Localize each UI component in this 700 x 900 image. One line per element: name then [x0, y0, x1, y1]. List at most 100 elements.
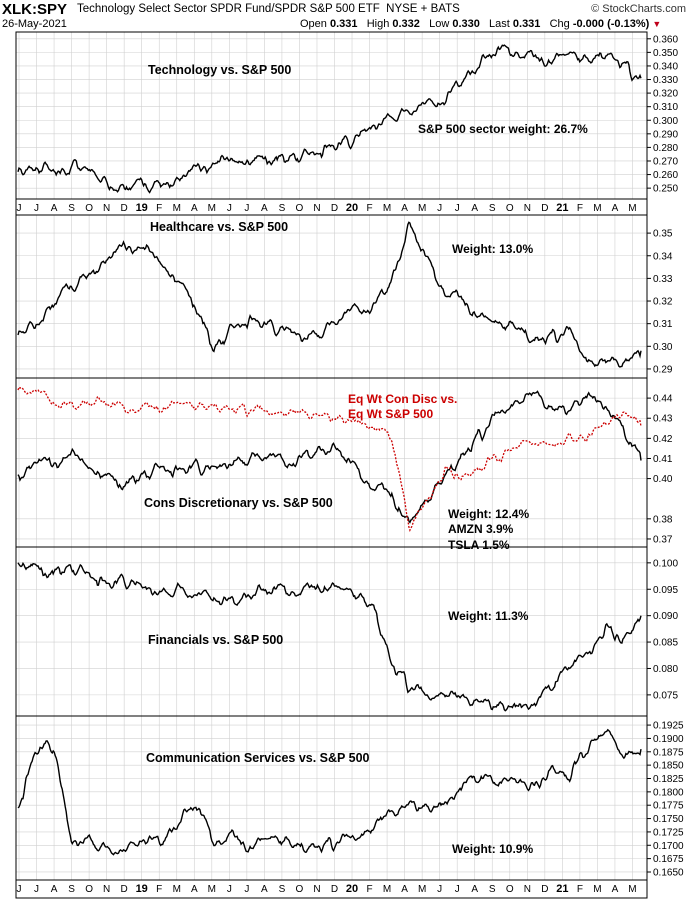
month-label: M [173, 884, 181, 895]
y-tick-label: 0.1825 [653, 774, 684, 785]
y-tick-label: 0.1675 [653, 854, 684, 865]
month-label: A [471, 203, 478, 214]
month-label: F [367, 203, 373, 214]
y-tick-label: 0.340 [653, 61, 678, 72]
y-tick-label: 0.1750 [653, 814, 684, 825]
month-label: N [313, 203, 320, 214]
y-tick-label: 0.1900 [653, 734, 684, 745]
month-label: 20 [346, 883, 358, 895]
y-tick-label: 0.33 [653, 274, 673, 285]
ticker-symbol: XLK:SPY [2, 1, 68, 18]
y-tick-label: 0.1925 [653, 721, 684, 732]
y-tick-label: 0.32 [653, 297, 673, 308]
month-label: S [489, 884, 496, 895]
month-label: J [17, 884, 22, 895]
month-label: O [506, 203, 514, 214]
month-label: M [418, 884, 426, 895]
last-value: 0.331 [512, 18, 541, 30]
low-value: 0.330 [452, 18, 480, 30]
y-tick-label: 0.260 [653, 170, 678, 181]
panel-annotation: AMZN 3.9% [448, 522, 514, 536]
month-label: F [156, 203, 162, 214]
panel-title: Healthcare vs. S&P 500 [150, 220, 288, 234]
high-label: High [366, 18, 390, 30]
y-tick-label: 0.075 [653, 690, 678, 701]
month-label: D [541, 203, 548, 214]
panel-annotation: Weight: 11.3% [448, 609, 529, 623]
open-value: 0.331 [329, 18, 358, 30]
y-tick-label: 0.330 [653, 75, 678, 86]
legend-label: Eq Wt Con Disc vs. [348, 392, 457, 406]
brand-watermark: © StockCharts.com [591, 3, 686, 15]
month-axis: J J A S O N D 19 F M A M J J A S O N D 20 F M A M J J A S O N D 21 F M A M [15, 198, 648, 216]
month-label: S [68, 884, 75, 895]
month-label: A [261, 203, 268, 214]
y-tick-label: 0.1725 [653, 827, 684, 838]
month-label: S [279, 203, 286, 214]
month-label: O [85, 884, 93, 895]
month-label: A [401, 884, 408, 895]
month-label: A [261, 884, 268, 895]
panel-annotation: Weight: 12.4% [448, 507, 529, 521]
month-label: N [103, 203, 110, 214]
y-tick-label: 0.43 [653, 414, 673, 425]
month-label: M [208, 884, 216, 895]
chart-header: XLK:SPY Technology Select Sector SPDR Fu… [0, 0, 700, 32]
month-label: 21 [556, 883, 568, 895]
month-label: M [628, 203, 636, 214]
month-label: D [331, 203, 338, 214]
panel-annotation: TSLA 1.5% [448, 538, 510, 552]
month-label: A [191, 884, 198, 895]
panel-annotation: Weight: 10.9% [452, 842, 533, 856]
y-tick-label: 0.1800 [653, 787, 684, 798]
chart-panel-4: 0.075 0.080 0.085 0.090 0.095 0.100 Financials… [15, 546, 678, 717]
y-tick-label: 0.350 [653, 48, 678, 59]
y-tick-label: 0.41 [653, 454, 673, 465]
month-label: S [489, 203, 496, 214]
panel-title: Communication Services vs. S&P 500 [146, 751, 370, 765]
y-tick-label: 0.31 [653, 319, 673, 330]
description-text: Technology Select Sector SPDR Fund/SPDR … [77, 3, 380, 15]
y-tick-label: 0.40 [653, 474, 673, 485]
month-label: F [367, 884, 373, 895]
y-tick-label: 0.44 [653, 394, 673, 405]
low-label: Low [429, 18, 450, 30]
y-tick-label: 0.29 [653, 364, 673, 375]
month-label: O [506, 884, 514, 895]
equal-weight-series-line [17, 386, 642, 533]
y-tick-label: 0.095 [653, 585, 678, 596]
legend-label: Eq Wt S&P 500 [348, 407, 433, 421]
month-label: J [244, 884, 249, 895]
y-tick-label: 0.37 [653, 534, 673, 545]
y-tick-label: 0.30 [653, 342, 673, 353]
y-tick-label: 0.34 [653, 251, 673, 262]
y-tick-label: 0.1775 [653, 801, 684, 812]
month-label: F [577, 884, 583, 895]
exchange-text: NYSE + BATS [386, 3, 460, 15]
panel-title: Financials vs. S&P 500 [148, 633, 283, 647]
month-label: N [524, 203, 531, 214]
chart-panel-2: 0.29 0.30 0.31 0.32 0.33 0.34 0.35 Healthcare v… [15, 214, 673, 379]
month-label: O [296, 884, 304, 895]
month-label: M [628, 884, 636, 895]
month-label: O [85, 203, 93, 214]
panel-title: Cons Discretionary vs. S&P 500 [144, 496, 333, 510]
chart-panel-5: 0.1650 0.1675 0.1700 0.1725 0.1750 0.1775 0.18… [15, 715, 684, 899]
y-tick-label: 0.085 [653, 638, 678, 649]
series-line [17, 390, 642, 524]
month-label: D [121, 203, 128, 214]
month-label: D [331, 884, 338, 895]
month-label: J [455, 203, 460, 214]
month-axis: J J A S O N D 19 F M A M J J A S O N D 20 F M A M J J A S O N D 21 F M A M [15, 879, 648, 899]
last-label: Last [489, 18, 510, 30]
y-tick-label: 0.080 [653, 664, 678, 675]
month-label: 21 [556, 202, 568, 214]
month-label: M [208, 203, 216, 214]
month-label: J [34, 884, 39, 895]
month-label: J [17, 203, 22, 214]
chg-label: Chg [549, 18, 570, 30]
y-tick-label: 0.1650 [653, 867, 684, 878]
month-label: N [103, 884, 110, 895]
series-line [17, 728, 642, 856]
chart-panel-1: 0.250 0.260 0.270 0.280 0.290 0.300 0.310 0.320… [15, 31, 678, 216]
